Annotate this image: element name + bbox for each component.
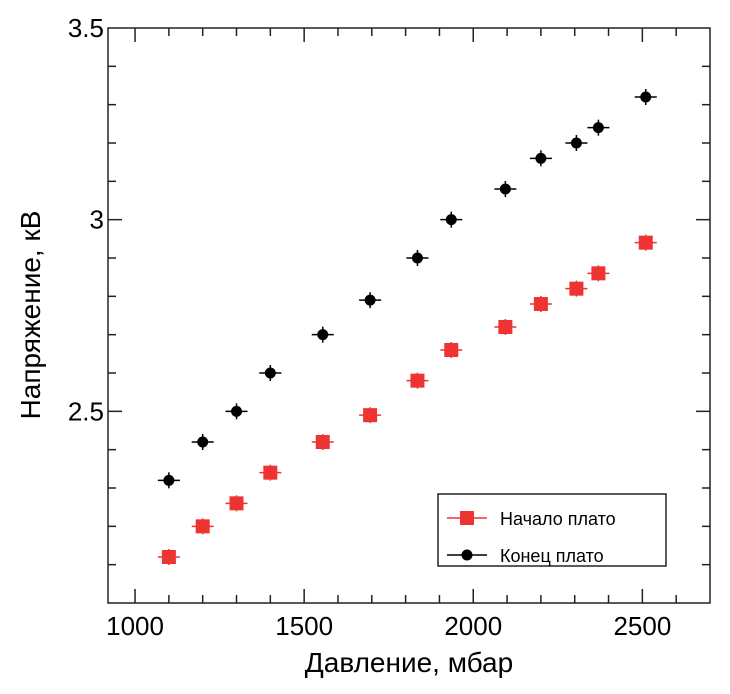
data-point-circle [640, 91, 652, 103]
data-point-circle [317, 329, 329, 341]
legend-marker-square [460, 511, 474, 525]
x-tick-label: 1000 [106, 611, 164, 641]
data-point-square [161, 550, 176, 564]
data-point-circle [264, 367, 276, 379]
data-point-circle [445, 214, 457, 226]
data-point-square [591, 266, 606, 281]
data-point-square [569, 281, 584, 296]
data-point-square [195, 519, 210, 534]
data-point-square [410, 373, 425, 388]
x-tick-label: 2500 [613, 611, 671, 641]
x-tick-label: 2000 [444, 611, 502, 641]
data-point-circle [570, 137, 582, 149]
plot-frame [107, 27, 711, 604]
x-tick-label: 1500 [275, 611, 333, 641]
x-axis-label: Давление, мбар [305, 647, 513, 678]
y-axis-label: Напряжение, кВ [15, 211, 46, 420]
data-point-square [498, 320, 513, 334]
data-point-square [533, 297, 548, 311]
data-point-square [229, 496, 244, 511]
legend-box [437, 493, 667, 567]
y-tick-label: 3.5 [68, 13, 104, 43]
data-point-square [444, 343, 459, 357]
legend: Начало плато Конец плато [437, 493, 667, 567]
data-point-circle [535, 152, 547, 164]
legend-marker-circle [461, 549, 473, 561]
data-point-circle [197, 436, 209, 448]
legend-label-0: Начало плато [500, 509, 616, 529]
data-point-square [315, 435, 330, 449]
data-point-square [363, 408, 378, 423]
y-tick-label: 3 [90, 205, 104, 235]
data-point-circle [411, 252, 423, 264]
data-point-square [263, 465, 278, 480]
data-point-square [638, 235, 653, 250]
y-tick-label: 2.5 [68, 396, 104, 426]
data-point-circle [163, 474, 175, 486]
legend-label-1: Конец плато [500, 546, 604, 566]
data-point-circle [231, 405, 243, 417]
data-point-circle [364, 294, 376, 306]
data-point-circle [499, 183, 511, 195]
data-point-circle [592, 122, 604, 134]
